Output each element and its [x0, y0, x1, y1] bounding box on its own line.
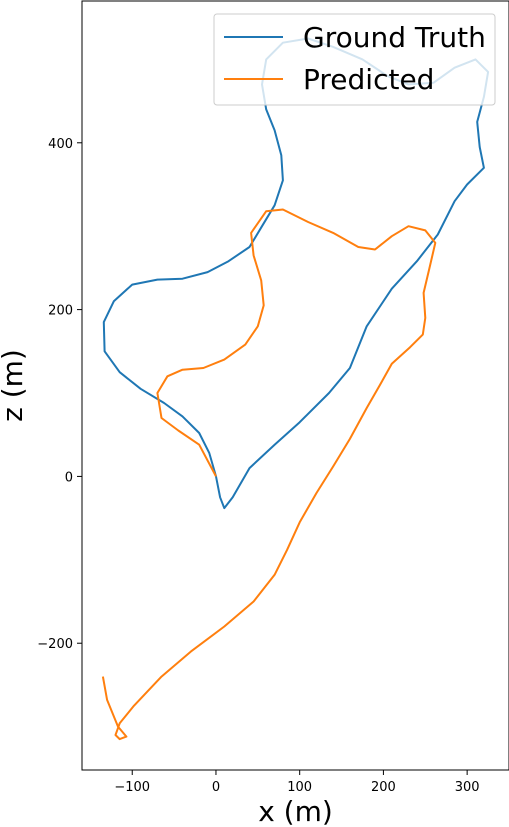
series-line-predicted	[101, 208, 437, 741]
x-tick-label: 300	[455, 780, 480, 795]
y-tick-label: 200	[48, 304, 73, 319]
series-line-ground-truth	[102, 37, 490, 510]
x-axis-label: x (m)	[258, 795, 333, 827]
legend-label-ground-truth: Ground Truth	[303, 21, 486, 54]
x-tick-label: 200	[371, 780, 396, 795]
y-tick-label: 400	[48, 137, 73, 152]
x-tick-label: −100	[114, 780, 150, 795]
y-axis-label: z (m)	[0, 349, 29, 422]
legend-box	[213, 13, 496, 106]
y-tick-label: 0	[65, 470, 73, 485]
x-tick-label: 100	[287, 780, 312, 795]
y-tick-label: −200	[37, 637, 73, 652]
legend: Ground Truth Predicted	[213, 13, 496, 106]
axes-frame	[81, 0, 509, 771]
x-tick-label: 0	[212, 780, 220, 795]
legend-label-predicted: Predicted	[303, 63, 434, 96]
axis-ticks: −100 0 100 200 300 −200 0 200 400	[37, 137, 479, 795]
series-lines	[101, 37, 490, 741]
